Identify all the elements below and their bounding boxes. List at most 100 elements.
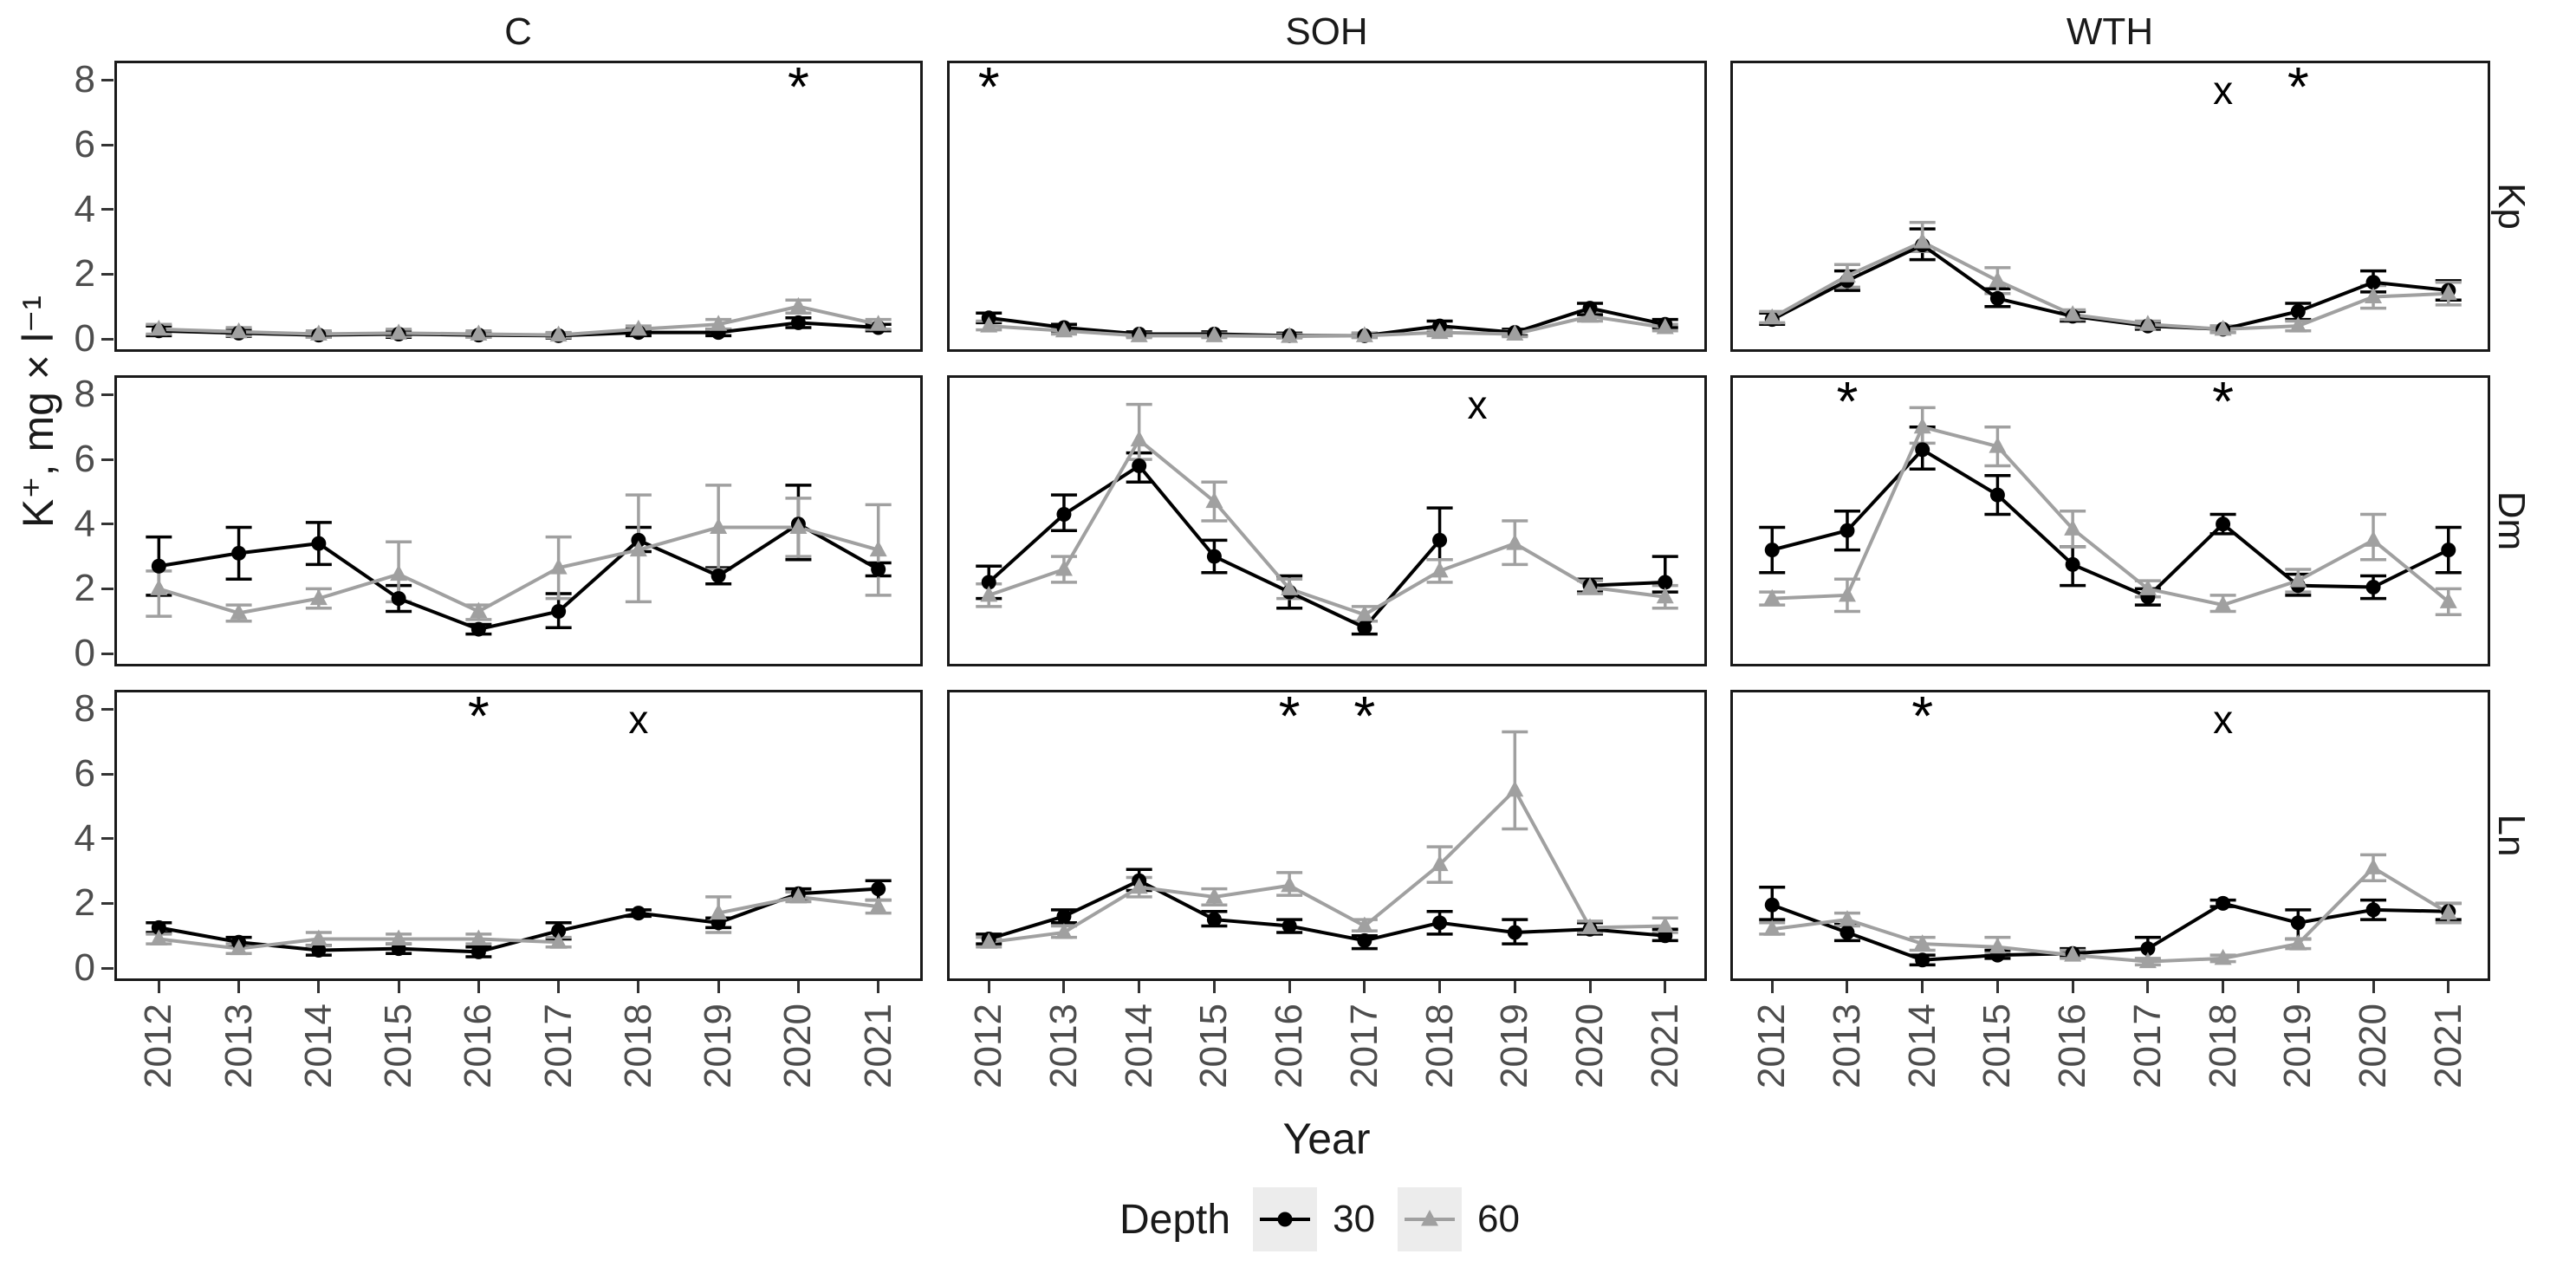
x-axis-tick-mark [1995,981,1999,993]
x-axis-tick-label: 2012 [137,1004,180,1088]
x-axis-tick-label: 2016 [1268,1004,1311,1088]
y-axis-tick-mark [101,337,114,341]
x-axis-tick-label: 2012 [967,1004,1010,1088]
x-axis-tick-label: 2016 [457,1004,500,1088]
x-axis-tick-mark [796,981,800,993]
x-axis-tick-label: 2015 [1192,1004,1236,1088]
y-axis-tick-mark [101,772,114,776]
x-axis-tick-mark [1138,981,1141,993]
x-axis-tick-label: 2014 [296,1004,340,1088]
x-axis-tick-mark [877,981,880,993]
y-axis-tick-mark [101,143,114,146]
x-axis-tick-label: 2013 [1825,1004,1868,1088]
y-axis-tick-mark [101,837,114,841]
x-axis-tick-mark [397,981,400,993]
y-axis-tick-label: 8 [74,687,95,731]
y-axis-tick-mark [101,707,114,711]
panel-SOH-Kp: * [947,61,1707,352]
x-axis-tick-mark [317,981,321,993]
legend-item-depth-30: 30 [1253,1187,1375,1251]
y-axis-tick-label: 8 [74,373,95,416]
x-axis-tick-label: 2021 [2426,1004,2469,1088]
x-axis-title: Year [1282,1114,1371,1163]
significance-star-annotation: * [2212,375,2234,432]
x-axis-tick-label: 2021 [856,1004,899,1088]
x-axis-tick-mark [157,981,160,993]
x-axis-tick-mark [2222,981,2225,993]
x-axis-tick-mark [1770,981,1774,993]
x-axis-tick-mark [1846,981,1849,993]
x-axis-tick-mark [557,981,561,993]
x-axis-tick-mark [637,981,640,993]
y-axis-tick-mark [101,208,114,211]
y-axis-tick-label: 2 [74,567,95,610]
facet-row-title-dm: Dm [2490,491,2533,551]
x-axis-tick-mark [1588,981,1592,993]
x-axis-tick-mark [477,981,480,993]
x-axis-tick-label: 2021 [1643,1004,1686,1088]
y-axis-tick-mark [101,458,114,461]
x-axis-tick-mark [2372,981,2375,993]
x-axis-tick-mark [2447,981,2450,993]
significance-star-annotation: * [1837,375,1859,432]
triangle-marker-icon [1398,1187,1463,1251]
panel-WTH-Ln: * x [1730,690,2490,981]
significance-x-annotation: x [2213,697,2233,742]
facet-column-title-soh: SOH [1285,10,1368,53]
y-axis-tick-mark [101,523,114,526]
facet-row-title-ln: Ln [2490,814,2533,857]
panel-C-Dm [114,375,923,666]
x-axis-tick-label: 2018 [2201,1004,2244,1088]
significance-star-annotation: * [1911,690,1933,747]
legend-label-60: 60 [1477,1198,1520,1240]
y-axis-tick-label: 6 [74,752,95,796]
x-axis-tick-mark [2071,981,2074,993]
x-axis-tick-label: 2013 [217,1004,260,1088]
x-axis-tick-mark [1921,981,1924,993]
y-axis-tick-label: 6 [74,123,95,166]
y-axis-tick-mark [101,393,114,396]
x-axis-tick-label: 2017 [2125,1004,2169,1088]
panel-SOH-Dm: x [947,375,1707,666]
y-axis-tick-label: 0 [74,317,95,361]
y-axis-tick-mark [101,587,114,590]
y-axis-tick-label: 4 [74,187,95,231]
x-axis-tick-mark [1062,981,1066,993]
x-axis-tick-label: 2020 [1568,1004,1612,1088]
legend-item-depth-60: 60 [1398,1187,1520,1251]
x-axis-tick-label: 2017 [1342,1004,1385,1088]
y-axis-tick-label: 4 [74,816,95,860]
facet-row-title-kp: Kp [2490,183,2533,230]
x-axis-tick-label: 2014 [1900,1004,1943,1088]
x-axis-tick-label: 2019 [1493,1004,1536,1088]
x-axis-tick-label: 2015 [377,1004,420,1088]
x-axis-tick-label: 2020 [2352,1004,2395,1088]
panel-SOH-Ln: * * [947,690,1707,981]
x-axis-tick-mark [987,981,990,993]
x-axis-tick-mark [1288,981,1291,993]
significance-star-annotation: * [788,61,809,118]
y-axis-tick-label: 8 [74,58,95,101]
panel-C-Ln: * x [114,690,923,981]
significance-x-annotation: x [2213,68,2233,113]
x-axis-tick-label: 2015 [1976,1004,2019,1088]
significance-star-annotation: * [1353,690,1375,747]
depth-legend: Depth 30 60 [1119,1187,1520,1251]
y-axis-tick-mark [101,78,114,81]
facet-column-title-wth: WTH [2066,10,2154,53]
x-axis-tick-mark [717,981,720,993]
x-axis-tick-mark [1513,981,1516,993]
y-axis-tick-mark [101,901,114,905]
x-axis-tick-mark [1664,981,1667,993]
x-axis-tick-label: 2020 [776,1004,820,1088]
panel-WTH-Dm: * * [1730,375,2490,666]
legend-label-30: 30 [1333,1198,1376,1240]
y-axis-tick-label: 2 [74,252,95,296]
significance-x-annotation: x [628,697,648,742]
x-axis-tick-label: 2012 [1750,1004,1794,1088]
x-axis-tick-label: 2016 [2051,1004,2094,1088]
x-axis-tick-mark [237,981,241,993]
x-axis-tick-label: 2019 [697,1004,740,1088]
x-axis-tick-label: 2013 [1041,1004,1085,1088]
